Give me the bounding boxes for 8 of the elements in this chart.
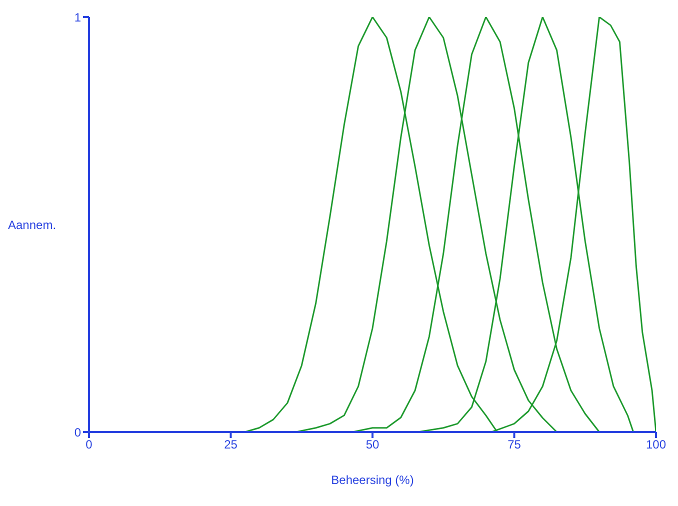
x-axis-title: Beheersing (%) (331, 473, 414, 487)
y-axis-title: Aannem. (8, 218, 56, 232)
y-tick-label: 1 (74, 10, 82, 24)
x-tick-label: 25 (224, 438, 238, 452)
x-tick-label: 100 (646, 438, 666, 452)
x-tick-label: 50 (366, 438, 380, 452)
x-tick-label: 75 (508, 438, 522, 452)
x-tick-label: 0 (86, 438, 93, 452)
